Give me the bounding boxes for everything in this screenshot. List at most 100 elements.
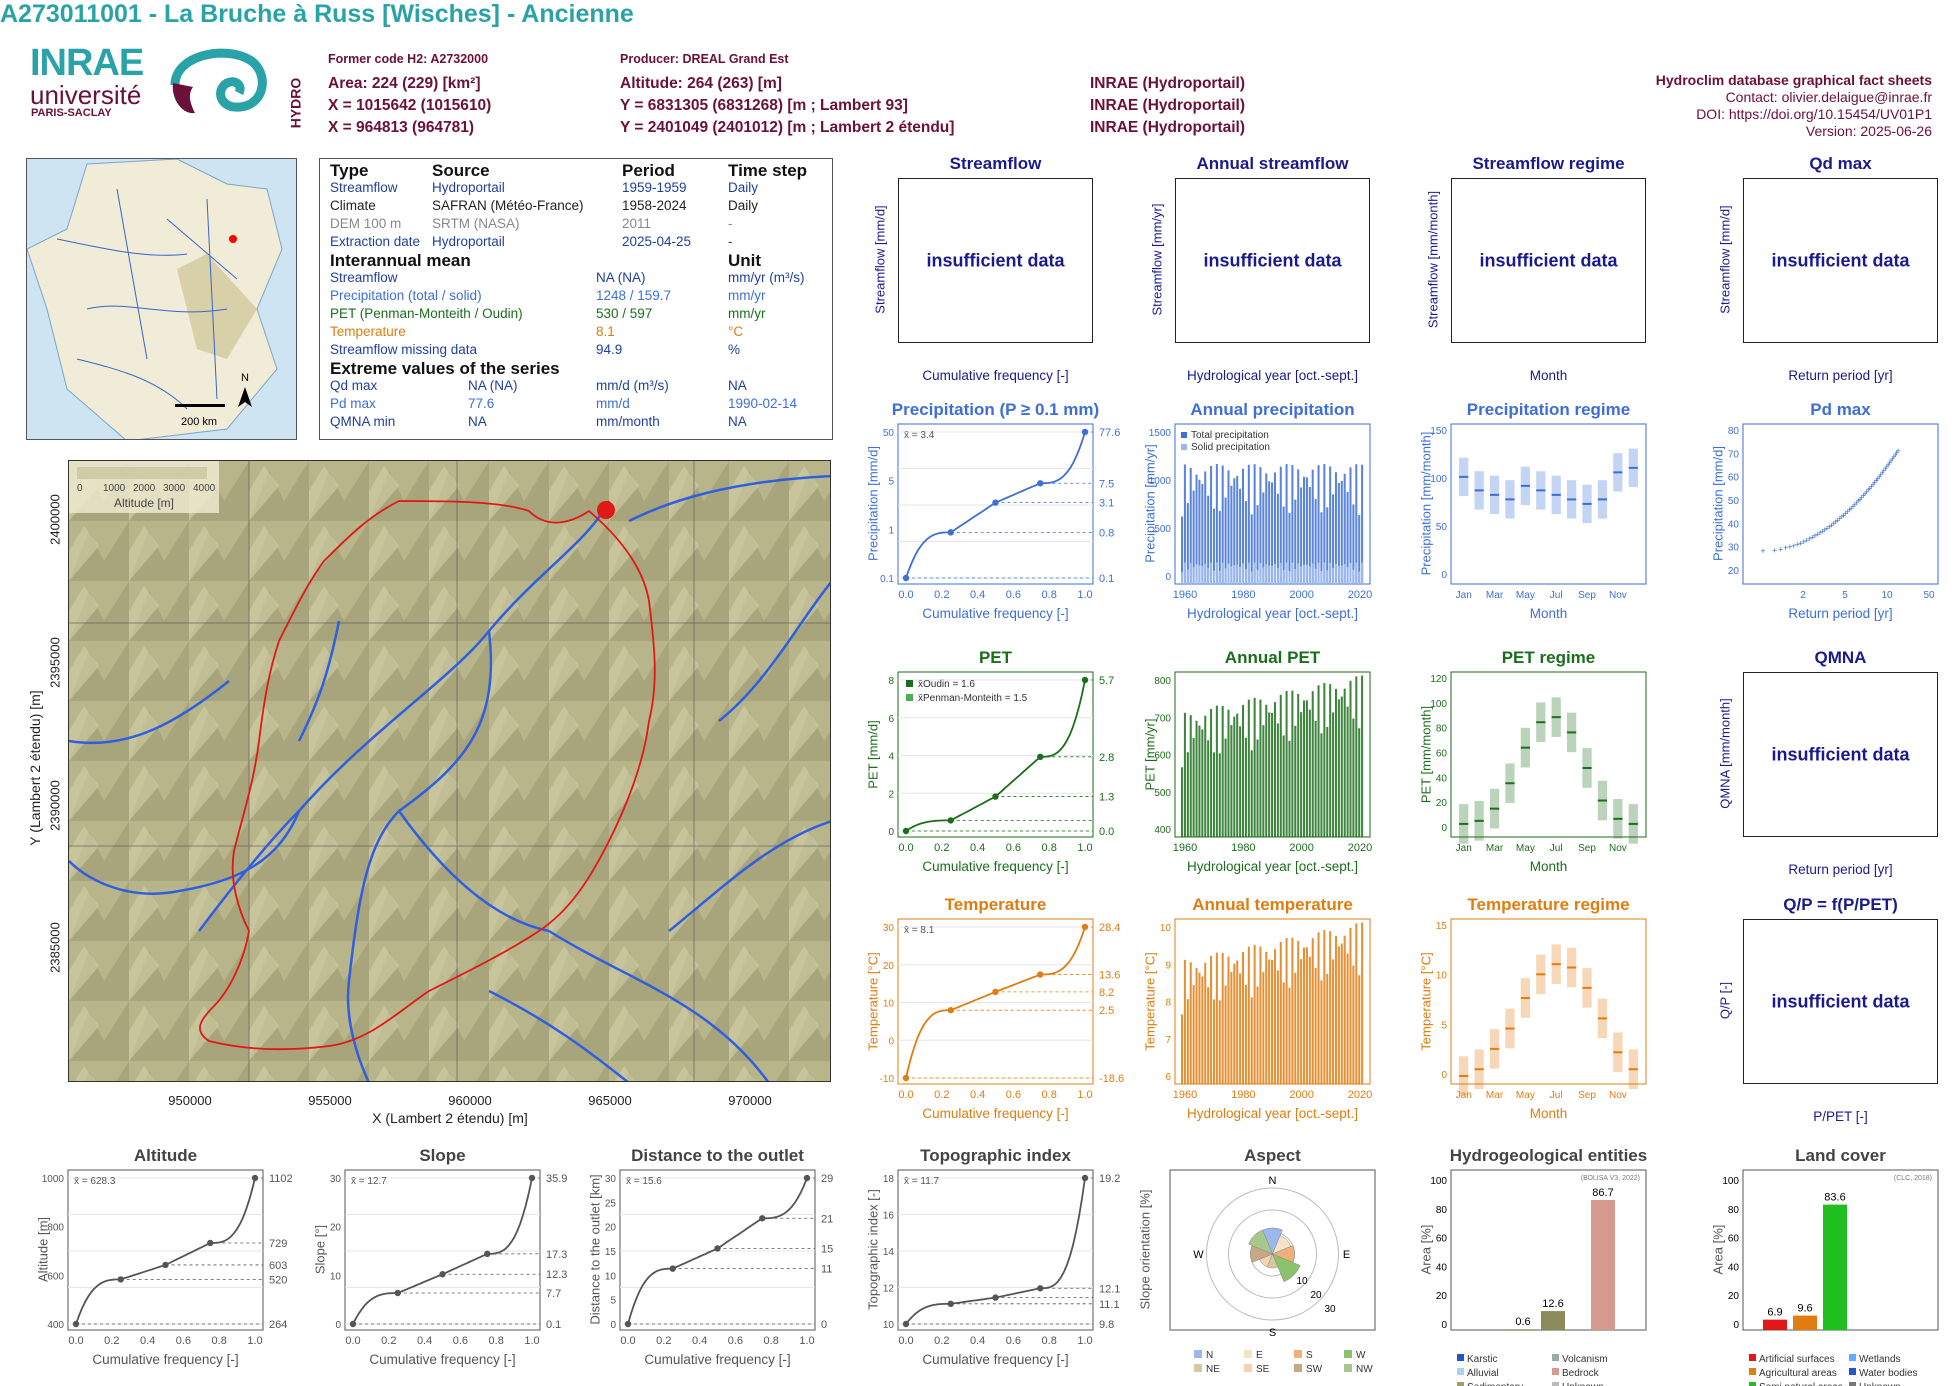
annual-bar [1230, 972, 1233, 1084]
annual-bar [1361, 464, 1364, 584]
source-note: (CLC, 2018) [1894, 1175, 1932, 1182]
panel-xlabel-qp: P/PET [-] [1813, 1109, 1868, 1124]
panel-streamflow_regime: insufficient data [1451, 178, 1646, 343]
right-tick-label: 19.2 [1099, 1173, 1120, 1185]
chart-title: Hydrogeological entities [1449, 1146, 1648, 1165]
x-tick-label: 1.0 [247, 1335, 262, 1347]
chart-title: Precipitation regime [1466, 400, 1631, 419]
right-tick-label: 0.0 [1099, 826, 1114, 838]
right-tick-label: 11 [821, 1264, 832, 1276]
right-tick-label: 15 [821, 1243, 833, 1255]
quantile-point [902, 1074, 910, 1082]
y-tick-label: 10 [883, 1320, 895, 1331]
solid-precip-bar [1337, 565, 1340, 584]
map-x-tick: 965000 [588, 1093, 632, 1108]
x-tick-label: 1980 [1231, 842, 1255, 854]
annual-bar [1305, 477, 1308, 584]
annual-bar [1361, 675, 1364, 837]
annual-bar [1337, 482, 1340, 584]
gev-point: + [1837, 514, 1842, 524]
x-tick-label: 1.0 [524, 1335, 539, 1347]
quantile-point [1037, 971, 1044, 978]
quantile-point [947, 817, 954, 824]
y-tick-label: 15 [1436, 921, 1448, 932]
chart-plot: 29 21 15 11 0 0.0 0.2 0.4 0.6 0.8 1.0 0 5 10 15 20 25 30 x… [605, 1169, 833, 1347]
map-y-tick: 2400000 [47, 494, 63, 545]
legend-label: Wetlands [1859, 1354, 1901, 1365]
gev-point: + [1884, 462, 1889, 472]
gev-point: + [1866, 485, 1871, 495]
right-tick-label: 77.6 [1099, 427, 1120, 439]
quantile-point [624, 1320, 632, 1328]
y-tick-label: 100 [1722, 1176, 1739, 1187]
annual-bar [1195, 967, 1198, 1084]
solid-precip-bar [1186, 569, 1189, 584]
gev-point: + [1817, 528, 1822, 538]
annual-bar [1256, 739, 1259, 837]
x-tick-label: Nov [1609, 1090, 1627, 1101]
x-tick-label: Nov [1609, 843, 1627, 854]
chart-xlabel: Cumulative frequency [-] [92, 1352, 239, 1367]
annual-bar [1259, 946, 1262, 1084]
source-2: INRAE (Hydroportail) [1090, 97, 1245, 114]
direction-label: E [1343, 1249, 1350, 1261]
x-tick-label: 0.8 [489, 1335, 504, 1347]
plot-frame [897, 918, 1094, 1085]
x-tick-label: 0.8 [1042, 1089, 1057, 1101]
right-tick-label: 0.1 [1099, 573, 1114, 585]
gev-point: + [1872, 478, 1877, 488]
map-x-tick: 950000 [168, 1093, 212, 1108]
solid-precip-bar [1183, 562, 1186, 584]
y-tick-label: 15 [605, 1247, 617, 1258]
annual-bar [1308, 956, 1311, 1084]
mean-annotation: x̄ = 15.6 [626, 1176, 662, 1187]
chart-xlabel: Cumulative frequency [-] [922, 606, 1069, 621]
annual-bar [1204, 715, 1207, 837]
solid-precip-bar [1262, 567, 1265, 584]
col-type: Type [330, 161, 369, 180]
panel-annual_streamflow: insufficient data [1175, 178, 1370, 343]
gev-point: + [1824, 524, 1829, 534]
annual-bar [1282, 735, 1285, 837]
y-tick-label: 1000 [1149, 476, 1172, 487]
hydro-logo-icon [170, 48, 267, 114]
y-tick-label: 50 [1728, 496, 1740, 507]
legend-swatch [1552, 1382, 1559, 1386]
area-bar [1823, 1204, 1847, 1330]
gev-point: + [1841, 510, 1846, 520]
gev-point: + [1854, 498, 1859, 508]
panel-ylabel-qmna: QMNA [mm/month] [1717, 698, 1733, 809]
annual-bar [1334, 688, 1337, 837]
annual-bar [1317, 932, 1320, 1084]
annual-bar [1247, 946, 1250, 1084]
legend-swatch [906, 694, 913, 701]
solid-precip-bar [1340, 565, 1343, 584]
doi-link[interactable]: DOI: https://doi.org/10.15454/UV01P1 [1696, 106, 1932, 122]
x-tick-label: 0.6 [176, 1335, 191, 1347]
x-tick-label: 2000 [1289, 589, 1313, 601]
y-tick-label: 4 [888, 752, 894, 763]
x-tick-label: 2020 [1348, 1089, 1372, 1101]
quantile-point [1081, 1174, 1089, 1182]
col-source: Source [432, 161, 490, 180]
y-tick-label: 20 [1728, 566, 1740, 577]
chart-xlabel: Hydrological year [oct.-sept.] [1186, 859, 1359, 874]
quantile-point [902, 827, 910, 835]
annual-bar [1253, 697, 1256, 837]
solid-precip-bar [1320, 571, 1323, 584]
gev-point: + [1894, 448, 1899, 458]
annual-bar [1352, 504, 1355, 584]
plot-frame [897, 1169, 1094, 1331]
y-tick-label: 0 [1441, 823, 1447, 834]
quantile-point [992, 499, 999, 506]
annual-bar [1212, 752, 1215, 837]
x-tick-label: 0.0 [620, 1335, 635, 1347]
annual-bar [1323, 464, 1326, 584]
annual-bar [1314, 967, 1317, 1084]
gev-point: + [1791, 541, 1796, 551]
x-tick-label: Mar [1486, 1090, 1504, 1101]
x-tick-label: 0.0 [898, 1335, 913, 1347]
annual-bar [1320, 512, 1323, 584]
gev-point: + [1827, 522, 1832, 532]
solid-precip-bar [1259, 562, 1262, 584]
